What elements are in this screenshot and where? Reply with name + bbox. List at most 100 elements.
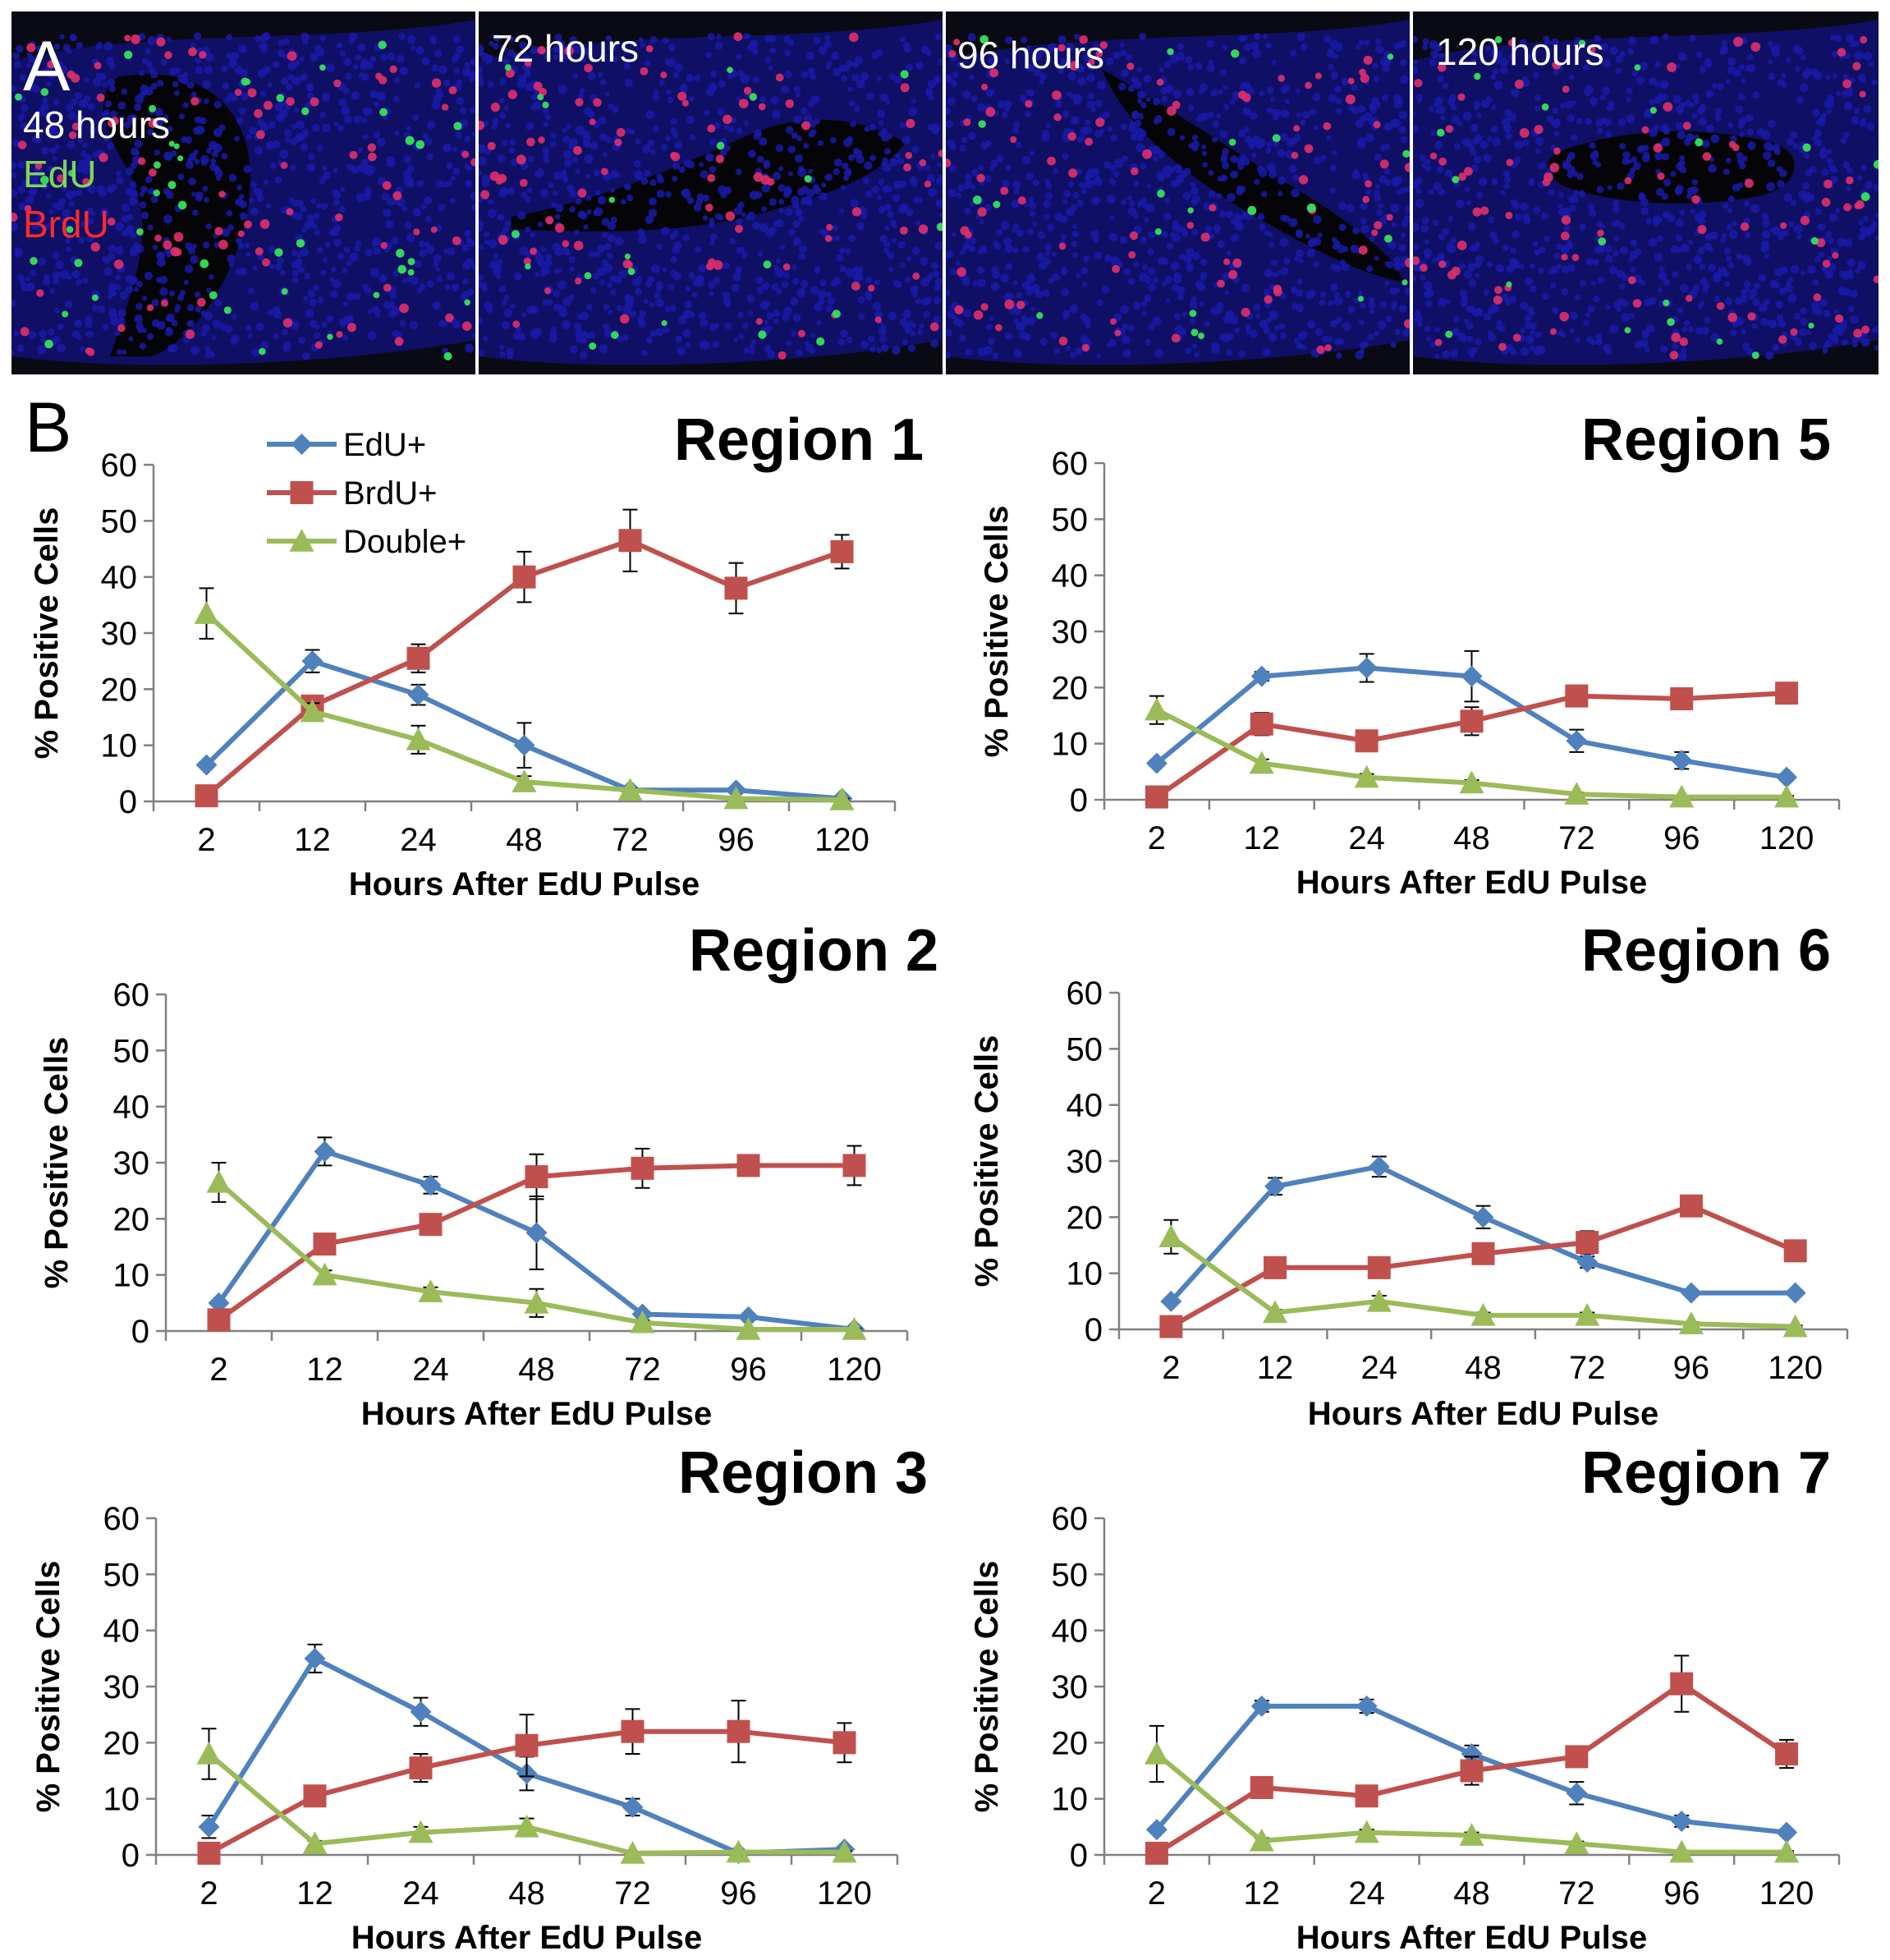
chart-title: Region 7 bbox=[1581, 1440, 1831, 1506]
chart-legend: EdU+ BrdU+ Double+ bbox=[267, 427, 466, 560]
data-point bbox=[408, 1820, 434, 1843]
data-point bbox=[1144, 1742, 1169, 1765]
data-point bbox=[620, 1840, 645, 1864]
data-point bbox=[830, 539, 854, 563]
x-tick-label: 24 bbox=[400, 822, 437, 858]
y-tick-label: 10 bbox=[1067, 1256, 1103, 1292]
chart-title: Region 5 bbox=[1581, 407, 1831, 473]
x-tick-label: 12 bbox=[1244, 820, 1281, 856]
y-tick-label: 40 bbox=[1052, 1613, 1089, 1650]
x-tick-label: 2 bbox=[1148, 1875, 1166, 1912]
y-tick-label: 10 bbox=[1052, 727, 1089, 763]
x-tick-label: 48 bbox=[518, 1352, 555, 1388]
data-point bbox=[1250, 1776, 1273, 1799]
data-point bbox=[420, 1174, 442, 1196]
y-axis-label: % Positive Cells bbox=[969, 1035, 1005, 1288]
series-double-positive bbox=[1158, 1219, 1808, 1338]
data-point bbox=[301, 650, 323, 672]
data-point bbox=[736, 1316, 761, 1340]
data-point bbox=[842, 1316, 867, 1340]
x-tick-label: 72 bbox=[1569, 1350, 1606, 1386]
nuclei-dots bbox=[1413, 34, 1879, 361]
data-point bbox=[1459, 770, 1484, 794]
x-axis-label: Hours After EdU Pulse bbox=[349, 866, 700, 902]
data-point bbox=[1565, 1745, 1589, 1769]
y-tick-label: 10 bbox=[103, 1782, 140, 1818]
chart-title: Region 6 bbox=[1581, 918, 1831, 984]
data-point bbox=[1470, 1302, 1496, 1326]
micrograph-48-hours: A 48 hours EdU BrdU bbox=[11, 11, 475, 374]
y-tick-label: 50 bbox=[103, 1557, 140, 1593]
data-point bbox=[1671, 750, 1693, 772]
data-point bbox=[1460, 1759, 1484, 1783]
x-tick-label: 2 bbox=[1162, 1350, 1180, 1386]
micrograph-label-96-hours: 96 hours bbox=[957, 34, 1105, 76]
data-point bbox=[1354, 764, 1379, 788]
y-tick-label: 50 bbox=[1052, 502, 1089, 538]
data-point bbox=[1249, 1828, 1274, 1852]
data-point bbox=[1264, 1255, 1287, 1279]
data-point bbox=[312, 1262, 337, 1286]
x-tick-label: 72 bbox=[612, 822, 649, 858]
data-point bbox=[1144, 697, 1169, 721]
data-point bbox=[1776, 766, 1798, 788]
x-axis-label: Hours After EdU Pulse bbox=[1296, 865, 1647, 901]
legend-marker bbox=[290, 481, 314, 504]
legend-label: BrdU+ bbox=[343, 475, 438, 512]
legend-edu-label: EdU bbox=[23, 153, 97, 195]
chart-region-3: 0 10 20 30 40 50 60 2 12 24 48 72 96 120 Region 3 Hours… bbox=[30, 1440, 928, 1956]
x-tick-label: 72 bbox=[614, 1875, 651, 1912]
x-tick-label: 48 bbox=[1453, 820, 1490, 856]
data-point bbox=[630, 1310, 655, 1333]
data-point bbox=[514, 1814, 539, 1838]
legend-marker bbox=[291, 434, 313, 455]
data-point bbox=[1678, 1311, 1704, 1334]
data-point bbox=[1145, 1841, 1168, 1865]
data-point bbox=[1774, 784, 1800, 808]
brdu-positive-nuclei bbox=[11, 34, 475, 356]
micrograph-120-hours-image bbox=[1413, 11, 1879, 374]
data-point bbox=[618, 529, 642, 553]
micrograph-72-hours-image bbox=[479, 11, 943, 374]
data-point bbox=[194, 601, 219, 624]
data-point bbox=[737, 1306, 759, 1328]
data-point bbox=[1576, 1231, 1599, 1255]
chart-region-6: 0 10 20 30 40 50 60 2 12 24 48 72 96 120 Region 6 Hours… bbox=[969, 918, 1849, 1432]
series-brdu-positive bbox=[207, 1145, 866, 1332]
y-tick-label: 30 bbox=[1052, 1669, 1089, 1705]
series-edu-positive bbox=[1145, 650, 1798, 788]
y-tick-label: 60 bbox=[1067, 975, 1103, 1012]
series-double-positive bbox=[194, 587, 855, 810]
data-point bbox=[513, 734, 535, 756]
chart-region-7: 0 10 20 30 40 50 60 2 12 24 48 72 96 120 Region 7 Hours… bbox=[969, 1440, 1841, 1956]
chart-title: Region 3 bbox=[678, 1440, 928, 1506]
nuclei-dots bbox=[479, 33, 943, 360]
data-point bbox=[1576, 1251, 1599, 1273]
y-tick-label: 30 bbox=[101, 616, 138, 652]
y-tick-label: 60 bbox=[113, 977, 150, 1013]
tissue-region bbox=[946, 20, 1410, 365]
data-point bbox=[419, 1213, 443, 1237]
data-point bbox=[1160, 1290, 1182, 1312]
x-tick-label: 96 bbox=[1673, 1350, 1710, 1386]
data-point bbox=[1782, 1314, 1808, 1338]
edu-positive-nuclei bbox=[1436, 35, 1879, 360]
y-tick-label: 10 bbox=[113, 1258, 150, 1294]
y-axis-label: % Positive Cells bbox=[979, 506, 1015, 758]
y-tick-label: 0 bbox=[119, 784, 137, 820]
x-tick-label: 12 bbox=[1244, 1875, 1281, 1912]
x-tick-label: 12 bbox=[306, 1352, 343, 1388]
y-tick-label: 50 bbox=[113, 1033, 150, 1069]
micrograph-96-hours: 96 hours bbox=[946, 11, 1410, 374]
x-tick-label: 48 bbox=[1465, 1350, 1502, 1386]
data-point bbox=[1250, 665, 1273, 687]
y-tick-label: 0 bbox=[122, 1838, 140, 1874]
data-point bbox=[1250, 1695, 1273, 1717]
data-point bbox=[1783, 1239, 1807, 1263]
data-point bbox=[195, 754, 218, 776]
data-point bbox=[303, 1784, 327, 1808]
panel-b-letter: B bbox=[25, 388, 72, 467]
y-tick-label: 20 bbox=[1067, 1200, 1103, 1236]
data-point bbox=[1776, 1821, 1798, 1843]
